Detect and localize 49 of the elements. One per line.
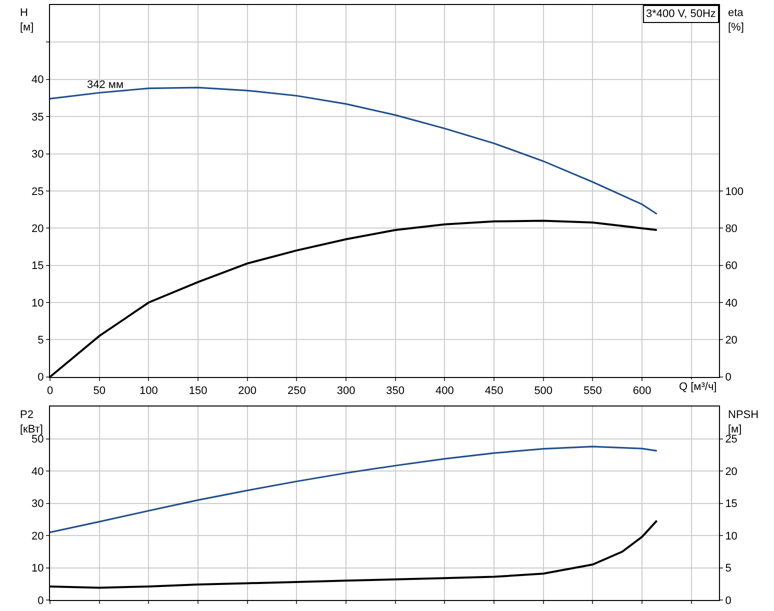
x-tick-label: 450 [484,385,504,398]
y-tick-label: 40 [32,466,44,478]
y2-tick-label: 60 [725,260,738,272]
x-tick-label: 550 [584,385,602,398]
y2-tick-label: 40 [725,297,738,310]
x-tick-label: 350 [386,385,405,398]
y-tick-label: 30 [32,498,44,510]
y2-tick-label: 100 [725,186,744,198]
chart-title: 3*400 V, 50Hz [646,8,716,20]
x-tick-label: 200 [238,385,257,398]
y-tick-label: 10 [32,562,44,575]
y-tick-label: 15 [32,260,44,272]
y-tick-label: 50 [32,434,44,446]
y-tick-label: 40 [32,74,44,86]
y2-tick-label: 20 [725,334,738,347]
y-tick-label: 30 [32,148,44,161]
x-tick-label: 300 [336,385,356,398]
y-tick-label: 0 [38,372,44,384]
y2-tick-label: 25 [725,434,738,446]
y2-tick-label: 0 [725,372,732,384]
y-tick-label: 10 [32,297,44,310]
y2-tick-label: 80 [725,222,738,235]
x-tick-label: 600 [632,385,652,398]
y2-tick-label: 5 [725,562,732,575]
x-tick-label: 0 [46,385,54,398]
x-tick-label: 100 [139,385,158,398]
x-tick-label: 250 [288,385,306,398]
line-series [50,86,658,215]
y-tick-label: 20 [32,222,44,235]
y2-tick-label: 10 [725,530,738,542]
y-tick-label: 0 [38,594,44,607]
y2-tick-label: 0 [725,594,732,607]
y-axis-title: P2 [кВт] [20,409,43,436]
line-series [50,446,658,534]
y-tick-label: 20 [32,530,44,542]
x-tick-label: 400 [436,385,454,398]
y-tick-label: 25 [32,186,44,198]
y-axis-title: H [м] [20,7,34,34]
y2-axis-title: eta [%] [728,7,744,34]
x-tick-label: 50 [93,385,106,398]
y-tick-label: 5 [38,334,44,347]
y-tick-label: 35 [32,111,44,124]
x-tick-label: 150 [188,385,208,398]
y2-axis-title: NPSH [м] [728,409,759,436]
x-tick-label: 500 [534,385,553,398]
y2-tick-label: 20 [725,466,738,478]
annotation: 342 мм [87,79,124,91]
y2-tick-label: 15 [725,498,738,510]
x-axis-title: Q [м³/ч] [679,381,717,393]
